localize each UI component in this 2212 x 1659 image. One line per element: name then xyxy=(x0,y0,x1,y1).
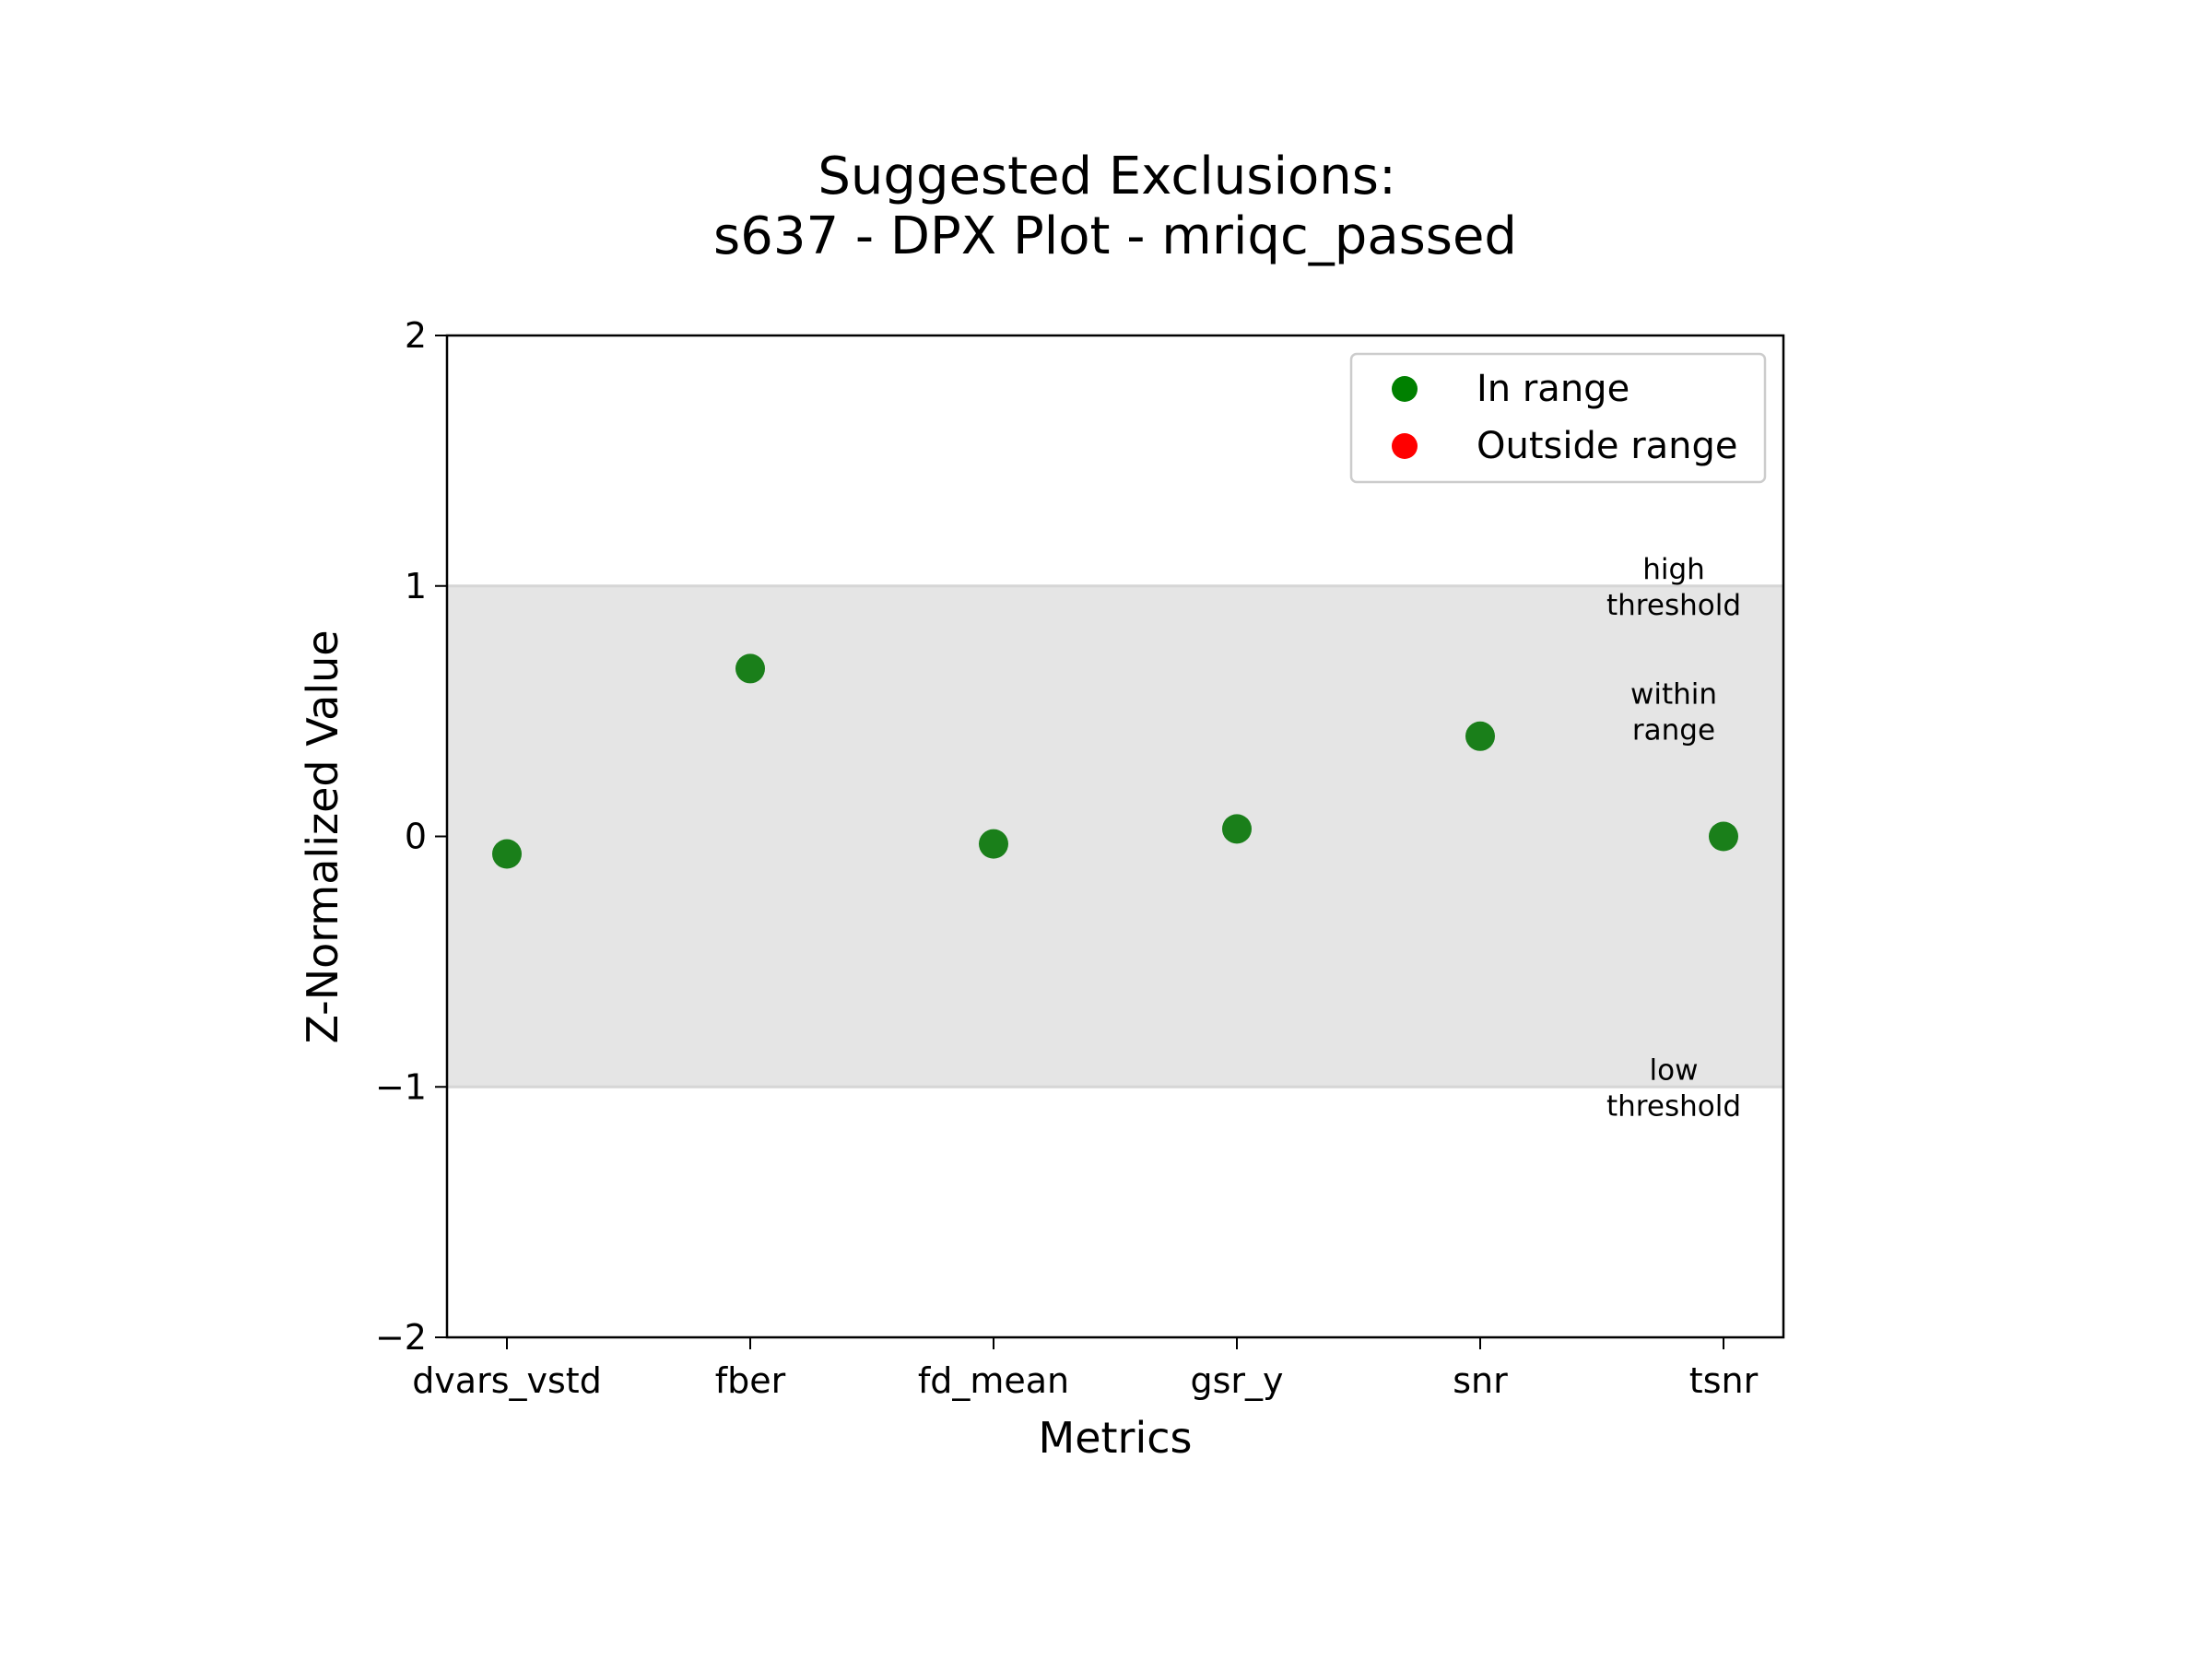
legend-box xyxy=(1349,352,1767,484)
chart-title: Suggested Exclusions: s637 - DPX Plot - … xyxy=(713,147,1517,266)
legend-marker xyxy=(1392,433,1418,459)
data-point xyxy=(1465,721,1495,751)
data-point xyxy=(492,839,522,869)
x-tick-label: dvars_vstd xyxy=(412,1360,602,1401)
legend-label: Outside range xyxy=(1477,425,1738,467)
within-range-band xyxy=(447,585,1783,1088)
x-tick-label: tsnr xyxy=(1689,1360,1759,1401)
y-tick-label: −1 xyxy=(375,1066,427,1107)
threshold-annotation-line: threshold xyxy=(1606,1089,1741,1123)
y-axis-title: Z-Normalized Value xyxy=(298,629,347,1043)
threshold-annotation: within range xyxy=(1630,678,1717,747)
x-tick-label: fber xyxy=(715,1360,786,1401)
threshold-annotation-line: high xyxy=(1642,553,1705,586)
y-tick-label: −2 xyxy=(375,1317,427,1358)
y-tick-label: 1 xyxy=(405,566,427,606)
threshold-annotation-line: threshold xyxy=(1606,589,1741,622)
chart-title-line-2: s637 - DPX Plot - mriqc_passed xyxy=(713,206,1517,266)
legend: In range Outside range xyxy=(1349,352,1767,484)
legend-marker xyxy=(1392,376,1418,402)
data-point xyxy=(979,829,1008,859)
threshold-annotation-line: low xyxy=(1650,1053,1699,1087)
legend-label: In range xyxy=(1477,368,1630,410)
x-axis-title: Metrics xyxy=(1039,1413,1193,1463)
threshold-annotation: high threshold xyxy=(1606,553,1741,622)
x-tick-label: gsr_y xyxy=(1190,1360,1283,1401)
x-tick-label: fd_mean xyxy=(918,1360,1069,1401)
chart-title-line-1: Suggested Exclusions: xyxy=(818,147,1395,206)
data-point xyxy=(1222,814,1252,844)
data-point xyxy=(1709,821,1738,852)
y-tick-label: 0 xyxy=(405,817,427,857)
axes-frame xyxy=(445,334,1785,1339)
threshold-annotation: low threshold xyxy=(1606,1053,1741,1123)
threshold-annotation-line: range xyxy=(1632,714,1715,747)
data-point xyxy=(735,653,765,684)
threshold-annotation-line: within xyxy=(1630,678,1717,712)
y-tick-label: 2 xyxy=(405,315,427,356)
x-tick-label: snr xyxy=(1453,1360,1508,1401)
